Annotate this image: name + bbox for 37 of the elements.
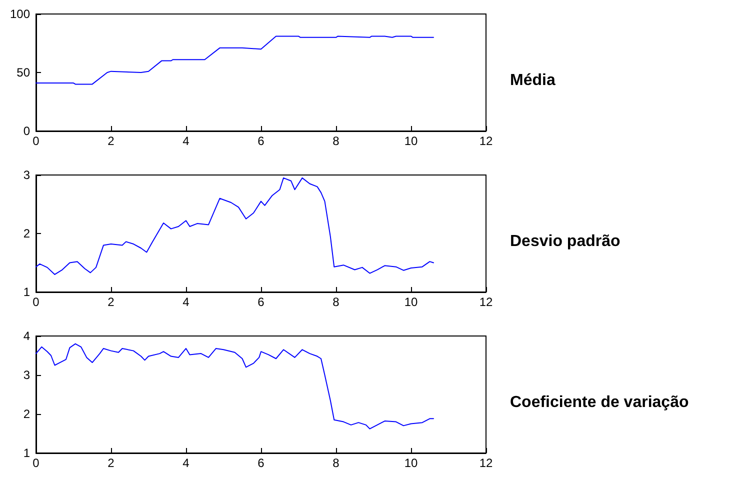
y-tick-label: 2 <box>23 407 30 421</box>
x-tick-label: 6 <box>258 134 265 148</box>
y-tick-label: 100 <box>10 7 30 21</box>
x-tick-label: 4 <box>182 456 190 470</box>
x-tick-label: 2 <box>108 456 115 470</box>
x-tick-label: 10 <box>404 134 418 148</box>
x-tick-label: 12 <box>479 295 493 309</box>
x-tick-label: 0 <box>32 456 40 470</box>
x-tick-label: 6 <box>258 295 265 309</box>
y-tick-label: 1 <box>23 285 30 299</box>
x-tick-label: 8 <box>332 134 340 148</box>
x-tick-label: 8 <box>332 295 340 309</box>
line-series <box>36 177 434 275</box>
y-tick-label: 50 <box>16 66 30 80</box>
x-tick-label: 0 <box>32 134 40 148</box>
x-tick-label: 12 <box>479 134 493 148</box>
line-series <box>36 343 434 430</box>
y-tick-label: 3 <box>23 368 30 382</box>
x-tick-label: 8 <box>332 456 340 470</box>
y-axis-title: Desvio padrão <box>510 232 620 250</box>
y-tick-label: 3 <box>23 168 30 182</box>
y-tick-label: 0 <box>23 124 30 138</box>
x-tick-label: 4 <box>182 295 190 309</box>
y-tick-label: 4 <box>23 329 30 343</box>
line-series <box>36 36 434 85</box>
x-tick-label: 2 <box>108 295 115 309</box>
x-tick-label: 10 <box>404 456 418 470</box>
x-tick-label: 12 <box>479 456 493 470</box>
y-tick-label: 2 <box>23 226 30 240</box>
y-tick-label: 1 <box>23 446 30 460</box>
y-axis-title: Média <box>510 72 556 90</box>
x-tick-label: 0 <box>32 295 40 309</box>
y-axis-title: Coeficiente de variação <box>510 394 689 412</box>
x-tick-label: 10 <box>404 295 418 309</box>
x-tick-label: 4 <box>182 134 190 148</box>
x-tick-label: 6 <box>258 456 265 470</box>
x-tick-label: 2 <box>108 134 115 148</box>
